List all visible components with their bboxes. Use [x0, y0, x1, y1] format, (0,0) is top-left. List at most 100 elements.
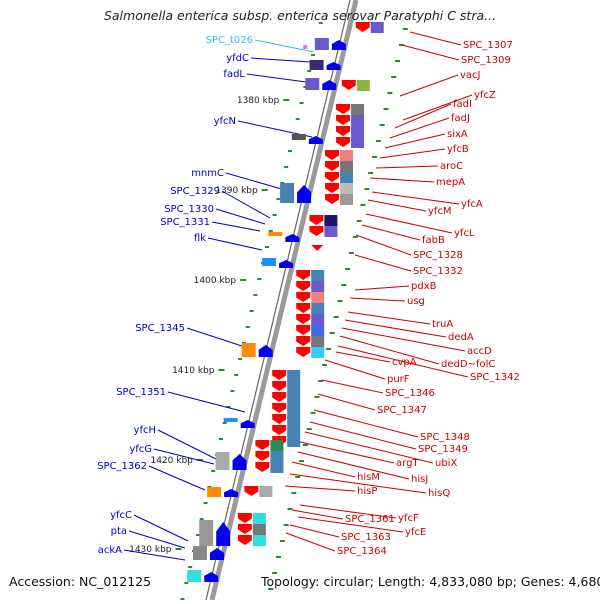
reverse-arrow	[272, 392, 287, 402]
reverse-arrow	[296, 325, 311, 335]
forward-arrow	[240, 420, 255, 428]
scale-tick	[195, 534, 200, 536]
leader-line	[354, 254, 412, 272]
gene-label-yfcf: yfcF	[398, 513, 419, 524]
forward-arrow	[297, 185, 312, 203]
forward-arrow	[326, 62, 341, 70]
forward-arrow	[322, 80, 337, 90]
leader-line	[299, 504, 397, 519]
kbp-tick	[283, 99, 290, 101]
reverse-feature	[340, 194, 353, 205]
gene-label-spc-1351: SPC_1351	[116, 387, 166, 398]
reverse-feature	[287, 403, 301, 414]
scale-tick	[203, 502, 208, 504]
reverse-arrow	[255, 462, 270, 472]
trna-feature	[303, 45, 308, 49]
forward-arrow	[224, 489, 239, 497]
scale-tick	[211, 470, 216, 472]
reverse-feature	[311, 270, 325, 281]
forward-arrow	[285, 234, 300, 242]
reverse-arrow	[296, 292, 311, 302]
scale-tick	[306, 428, 312, 430]
gene-label-mepa: mepA	[436, 177, 465, 188]
scale-tick	[230, 390, 235, 392]
reverse-feature	[356, 80, 370, 91]
gene-label-spc-1332: SPC_1332	[413, 266, 463, 277]
scale-tick	[337, 300, 343, 302]
leader-line	[349, 297, 406, 302]
scale-tick	[276, 556, 281, 558]
leader-line	[384, 133, 446, 149]
gene-label-spc-1347: SPC_1347	[377, 405, 427, 416]
reverse-feature	[259, 486, 273, 497]
forward-arrow	[258, 345, 273, 357]
leader-line	[379, 148, 446, 159]
leader-line	[354, 285, 410, 291]
scale-tick	[341, 284, 347, 286]
scale-tick	[283, 524, 289, 526]
gene-label-purf: purF	[387, 374, 410, 385]
gene-label-fadj: fadJ	[451, 113, 470, 124]
scale-tick	[314, 396, 320, 398]
scale-tick	[372, 156, 377, 158]
leader-line	[361, 224, 421, 241]
reverse-arrow	[255, 440, 270, 450]
leader-line	[317, 393, 376, 411]
scale-tick	[311, 54, 316, 56]
reverse-feature	[287, 392, 301, 403]
leader-line	[369, 177, 435, 183]
gene-label-flk: flk	[194, 233, 206, 244]
backbone-outer	[209, 0, 359, 601]
forward-feature	[215, 452, 230, 470]
leader-line	[289, 473, 427, 494]
gene-label-spc-1362: SPC_1362	[97, 461, 147, 472]
leader-line	[344, 319, 447, 338]
leader-line	[297, 516, 404, 533]
leader-line	[371, 191, 460, 205]
gene-label-spc-1363: SPC_1363	[341, 532, 391, 543]
reverse-feature	[270, 440, 284, 451]
leader-line	[321, 379, 384, 394]
reverse-arrow	[272, 381, 287, 391]
scale-tick	[222, 422, 227, 424]
scale-tick	[345, 268, 351, 270]
scale-tick	[310, 412, 316, 414]
gene-label-yfcc: yfcC	[110, 510, 132, 521]
leader-line	[246, 73, 307, 83]
leader-line	[215, 208, 266, 225]
gene-label-spc-1348: SPC_1348	[420, 432, 470, 443]
scale-tick	[391, 76, 397, 78]
reverse-feature	[252, 524, 266, 535]
scale-tick	[272, 214, 277, 216]
kbp-tick	[261, 189, 268, 191]
scale-tick	[318, 22, 323, 24]
reverse-arrow	[336, 104, 351, 114]
reverse-arrow	[355, 22, 370, 32]
genome-title: Salmonella enterica subsp. enterica sero…	[103, 8, 497, 23]
forward-feature	[314, 38, 329, 50]
scale-tick	[288, 150, 292, 152]
scale-tick	[375, 140, 381, 142]
gene-label-spc-1328: SPC_1328	[413, 250, 463, 261]
forward-feature	[223, 418, 238, 422]
gene-label-fadl: fadL	[223, 69, 245, 80]
reverse-feature	[311, 292, 325, 303]
forward-feature	[280, 183, 295, 203]
leader-line	[375, 165, 439, 169]
scale-tick	[268, 588, 274, 590]
reverse-arrow	[336, 137, 351, 147]
reverse-feature	[351, 104, 365, 115]
gene-label-spc-1345: SPC_1345	[135, 323, 185, 334]
leader-line	[221, 190, 271, 219]
gene-label-dedd-folc: dedD~folC	[441, 359, 495, 370]
leader-line	[250, 57, 311, 63]
scale-tick	[199, 518, 204, 520]
reverse-feature	[351, 115, 365, 126]
forward-arrow	[232, 454, 247, 470]
gene-label-yfcl: yfcL	[454, 228, 475, 239]
reverse-arrow	[296, 336, 311, 346]
reverse-feature	[311, 303, 325, 314]
leader-line	[289, 524, 340, 538]
forward-feature	[268, 232, 283, 236]
